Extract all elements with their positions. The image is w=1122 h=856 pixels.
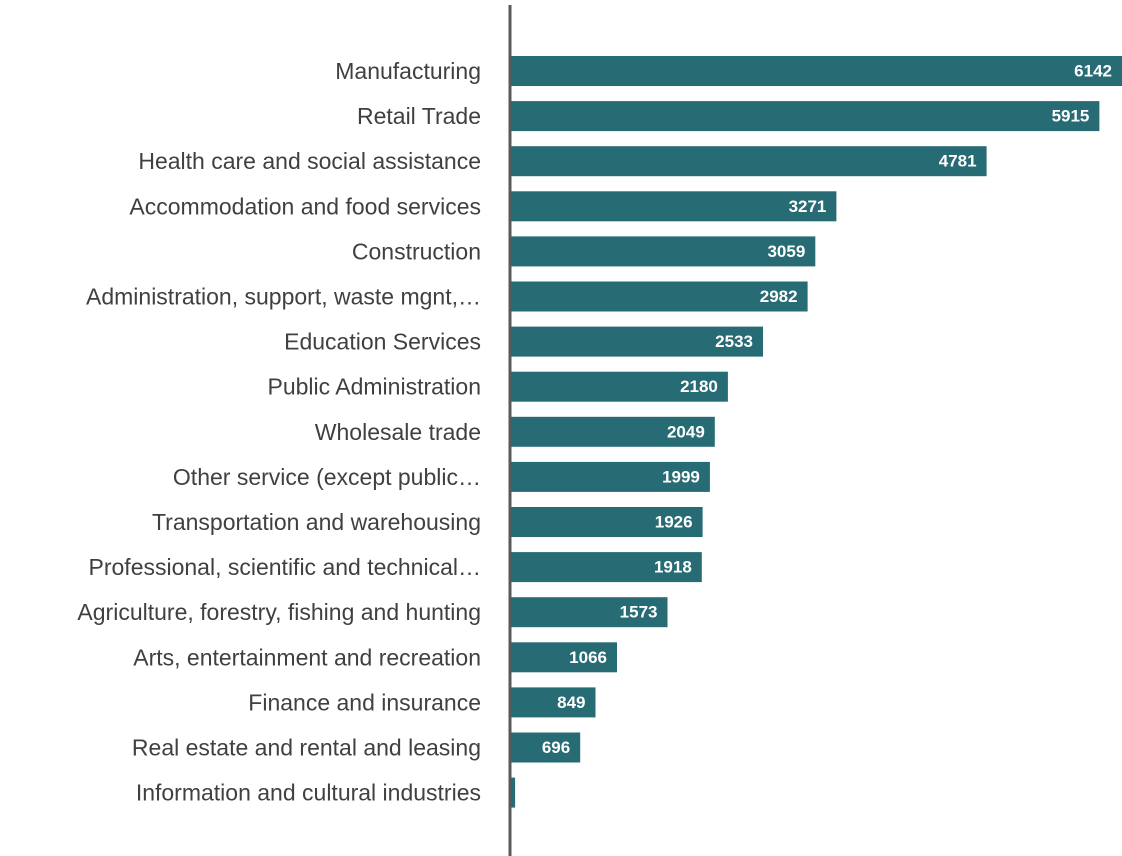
category-label: Manufacturing xyxy=(335,58,481,84)
data-label: 1926 xyxy=(655,513,693,532)
bar xyxy=(511,236,816,267)
data-label: 2180 xyxy=(680,377,718,396)
bar xyxy=(511,687,596,718)
bar xyxy=(511,732,581,763)
data-label: 849 xyxy=(557,693,585,712)
data-label: 1999 xyxy=(662,467,700,486)
category-label: Education Services xyxy=(284,329,481,355)
data-label: 41 xyxy=(486,783,505,802)
data-label: 2982 xyxy=(760,287,798,306)
data-label: 1918 xyxy=(654,558,692,577)
bars-layer: 6142 5915 4781 3271 3059 2982 2533 2180 2049 1999… xyxy=(486,56,1122,808)
bar xyxy=(511,326,763,357)
data-label: 2533 xyxy=(715,332,753,351)
bar xyxy=(511,371,728,402)
category-label: Retail Trade xyxy=(357,103,481,129)
data-label: 4781 xyxy=(939,152,977,171)
category-label: Information and cultural industries xyxy=(136,780,481,806)
category-label: Professional, scientific and technical… xyxy=(89,554,481,580)
category-label: Health care and social assistance xyxy=(138,148,481,174)
category-label: Real estate and rental and leasing xyxy=(132,735,481,761)
bar xyxy=(511,597,668,628)
bar xyxy=(511,507,703,537)
data-label: 696 xyxy=(542,738,570,757)
bar xyxy=(511,642,617,673)
category-label: Other service (except public… xyxy=(173,464,481,490)
data-label: 3059 xyxy=(767,242,805,261)
category-label: Wholesale trade xyxy=(315,419,481,445)
category-label: Arts, entertainment and recreation xyxy=(133,644,481,670)
category-label: Agriculture, forestry, fishing and hunti… xyxy=(77,599,481,625)
data-label: 6142 xyxy=(1074,62,1112,81)
bar xyxy=(511,461,710,492)
bar xyxy=(511,146,987,177)
bar xyxy=(511,56,1122,86)
bar xyxy=(511,777,516,808)
bar xyxy=(511,101,1100,132)
data-label: 2049 xyxy=(667,422,705,441)
bar xyxy=(511,281,808,312)
category-label: Public Administration xyxy=(268,374,482,400)
data-label: 1066 xyxy=(569,648,607,667)
data-label: 5915 xyxy=(1052,107,1090,126)
bar xyxy=(511,191,837,222)
category-label: Finance and insurance xyxy=(248,689,481,715)
category-label: Administration, support, waste mgnt,… xyxy=(86,284,481,310)
category-label: Accommodation and food services xyxy=(129,193,481,219)
category-label: Construction xyxy=(352,238,481,264)
category-label: Transportation and warehousing xyxy=(152,509,481,535)
data-label: 3271 xyxy=(789,197,827,216)
category-labels-layer: Manufacturing Retail Trade Health care and… xyxy=(77,58,481,806)
bar xyxy=(511,416,715,447)
bar xyxy=(511,552,702,583)
data-label: 1573 xyxy=(620,603,658,622)
